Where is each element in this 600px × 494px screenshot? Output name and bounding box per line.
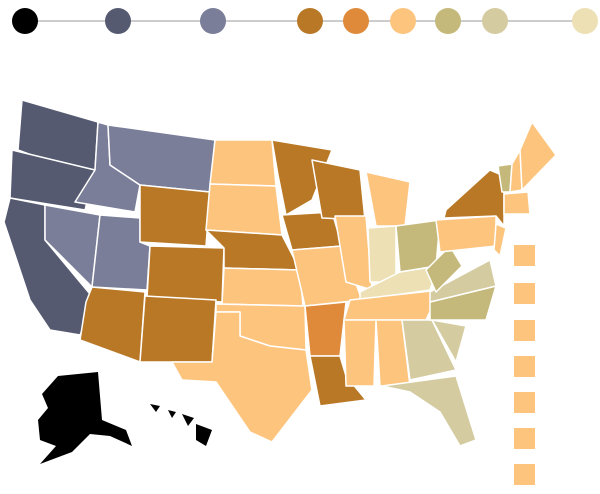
- scale-dot: [12, 8, 38, 34]
- state: [150, 404, 160, 412]
- state: [381, 375, 477, 447]
- key: [514, 392, 535, 413]
- key: [514, 245, 535, 266]
- state: [503, 191, 531, 215]
- state: [343, 319, 377, 387]
- state: [221, 267, 304, 307]
- state: [182, 414, 194, 426]
- state: [146, 245, 225, 303]
- state: [196, 424, 212, 446]
- state: [519, 121, 557, 191]
- alaska: [38, 372, 212, 464]
- key: [514, 356, 535, 377]
- state: [431, 319, 467, 363]
- state: [367, 225, 397, 283]
- scale: [12, 8, 598, 34]
- states: [3, 99, 557, 447]
- scale-dot: [200, 8, 226, 34]
- state: [9, 149, 96, 211]
- state: [435, 215, 497, 253]
- scale-dot: [572, 8, 598, 34]
- state: [365, 171, 411, 227]
- key: [514, 464, 535, 485]
- state: [209, 139, 277, 187]
- state: [443, 169, 505, 227]
- state: [171, 311, 313, 443]
- scale-dot: [482, 8, 508, 34]
- state: [425, 245, 463, 293]
- state: [38, 372, 132, 464]
- state: [429, 259, 497, 303]
- state: [79, 286, 146, 363]
- scale-dot: [343, 8, 369, 34]
- state: [139, 184, 211, 247]
- state: [205, 183, 283, 236]
- scale-dot: [297, 8, 323, 34]
- scale-dot: [390, 8, 416, 34]
- state: [168, 410, 176, 418]
- state: [493, 223, 507, 257]
- key: [514, 320, 535, 341]
- scale-dot: [435, 8, 461, 34]
- key: [514, 428, 535, 449]
- key: [514, 283, 535, 304]
- state: [309, 355, 367, 407]
- state: [311, 159, 366, 221]
- state: [271, 139, 333, 216]
- state: [401, 319, 457, 381]
- small-state-keys: [514, 245, 535, 485]
- state: [139, 295, 217, 363]
- scale-dot: [105, 8, 131, 34]
- state: [304, 301, 347, 357]
